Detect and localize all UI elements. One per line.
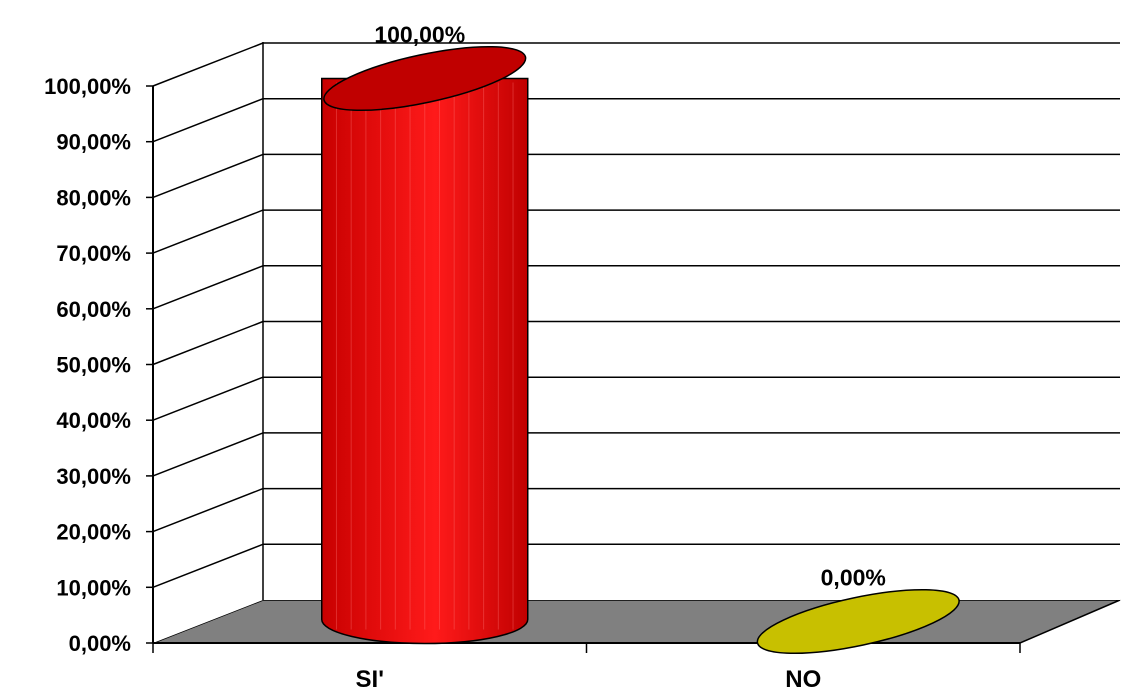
gridline-diagonal bbox=[152, 42, 264, 87]
x-category-label: NO bbox=[785, 666, 821, 693]
y-tick-label: 60,00% bbox=[56, 297, 131, 322]
bar-top bbox=[756, 588, 960, 655]
y-tick-label: 80,00% bbox=[56, 185, 131, 210]
gridline-diagonal bbox=[152, 209, 264, 254]
gridline-diagonal bbox=[152, 543, 264, 588]
y-tick-label: 100,00% bbox=[44, 74, 131, 99]
gridline-diagonal bbox=[152, 265, 264, 310]
data-label: 100,00% bbox=[374, 22, 465, 48]
data-label: 0,00% bbox=[821, 565, 886, 591]
y-tick-label: 50,00% bbox=[56, 353, 131, 378]
y-tick-label: 0,00% bbox=[69, 631, 131, 656]
y-tick-label: 70,00% bbox=[56, 241, 131, 266]
bar-body bbox=[321, 77, 529, 645]
gridline-diagonal bbox=[152, 432, 264, 477]
gridline-diagonal bbox=[152, 487, 264, 533]
y-tick-label: 10,00% bbox=[56, 575, 131, 600]
plot-floor bbox=[152, 599, 1121, 644]
gridline-diagonal bbox=[152, 376, 264, 421]
gridline-diagonal bbox=[152, 320, 264, 366]
x-category-label: SI' bbox=[356, 666, 384, 693]
bar-group: 100,00% bbox=[321, 22, 529, 645]
bar-top bbox=[323, 45, 527, 112]
bar-group: 0,00% bbox=[756, 565, 960, 655]
gridline-diagonal bbox=[152, 98, 264, 143]
y-tick-label: 30,00% bbox=[56, 464, 131, 489]
y-tick-label: 40,00% bbox=[56, 408, 131, 433]
gridline-diagonal bbox=[152, 153, 264, 199]
y-tick-label: 90,00% bbox=[56, 130, 131, 155]
y-tick-label: 20,00% bbox=[56, 520, 131, 545]
